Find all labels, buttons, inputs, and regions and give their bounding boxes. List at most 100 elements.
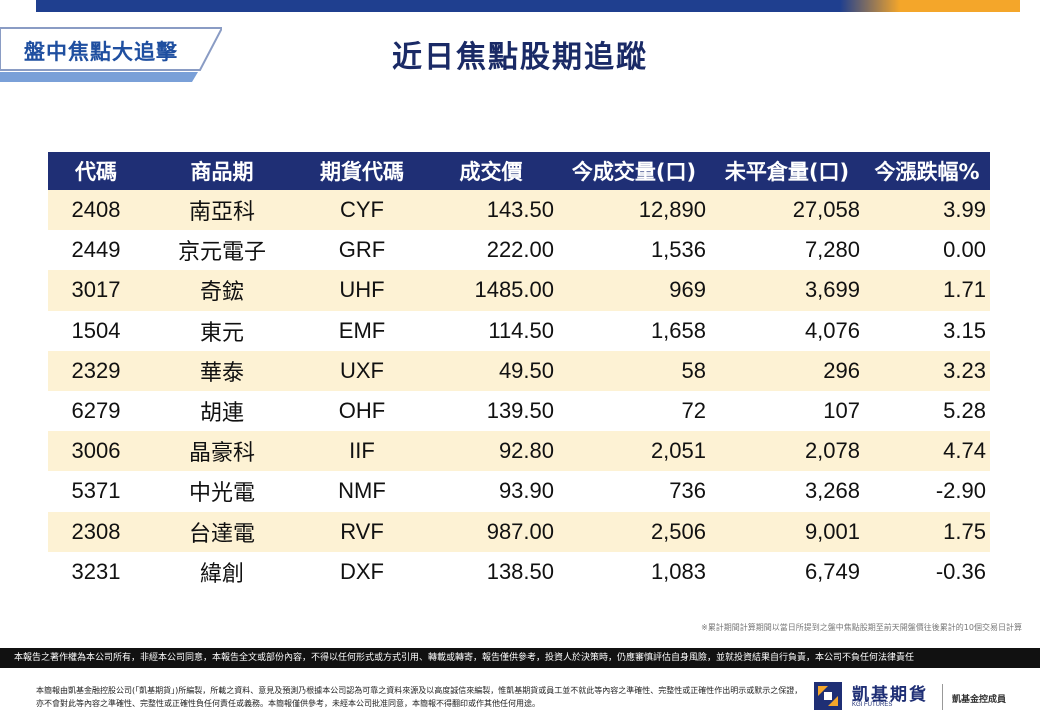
logo-subtitle: KGI FUTURES xyxy=(852,702,893,708)
table-cell: 736 xyxy=(558,471,710,512)
table-cell: DXF xyxy=(300,551,424,592)
table-cell: 4,076 xyxy=(710,310,864,351)
table-cell: 3017 xyxy=(48,270,144,311)
table-cell: 93.90 xyxy=(424,471,558,512)
table-cell: 3,268 xyxy=(710,471,864,512)
table-cell: 奇鋐 xyxy=(144,270,300,311)
table-cell: 296 xyxy=(710,350,864,391)
tag-banner-shape xyxy=(0,27,222,82)
table-cell: 143.50 xyxy=(424,190,558,231)
table-cell: 3231 xyxy=(48,551,144,592)
table-cell: 東元 xyxy=(144,310,300,351)
section-tag: 盤中焦點大追擊 xyxy=(0,26,222,82)
table-row: 3006 晶豪科 IIF 92.80 2,051 2,078 4.74 xyxy=(48,431,990,472)
table-cell: 1485.00 xyxy=(424,270,558,311)
section-tag-label: 盤中焦點大追擊 xyxy=(24,40,178,64)
table-cell: 114.50 xyxy=(424,310,558,351)
logo-divider xyxy=(942,684,943,710)
column-header: 今漲跌幅% xyxy=(864,152,990,190)
table-cell: 58 xyxy=(558,350,710,391)
page-title: 近日焦點股期追蹤 xyxy=(392,40,648,75)
table-cell: 3.15 xyxy=(864,310,990,351)
column-header: 代碼 xyxy=(48,152,144,190)
table-cell: 晶豪科 xyxy=(144,431,300,472)
column-header: 期貨代碼 xyxy=(300,152,424,190)
top-decor-gradient xyxy=(840,0,900,12)
table-cell: 2308 xyxy=(48,511,144,552)
table-cell: 92.80 xyxy=(424,431,558,472)
column-header: 今成交量(口) xyxy=(558,152,710,190)
top-decor-accent xyxy=(900,0,1020,12)
table-row: 3017 奇鋐 UHF 1485.00 969 3,699 1.71 xyxy=(48,270,990,311)
table-row: 2308 台達電 RVF 987.00 2,506 9,001 1.75 xyxy=(48,511,990,552)
table-cell: -2.90 xyxy=(864,471,990,512)
table-row: 2449 京元電子 GRF 222.00 1,536 7,280 0.00 xyxy=(48,230,990,271)
table-cell: 2329 xyxy=(48,350,144,391)
table-cell: 2,506 xyxy=(558,511,710,552)
table-cell: 南亞科 xyxy=(144,190,300,231)
table-row: 2329 華泰 UXF 49.50 58 296 3.23 xyxy=(48,350,990,391)
table-cell: 2449 xyxy=(48,230,144,271)
table-cell: 1.71 xyxy=(864,270,990,311)
table-cell: 1,536 xyxy=(558,230,710,271)
table-cell: 12,890 xyxy=(558,190,710,231)
table-cell: OHF xyxy=(300,390,424,432)
footnote: ※累計期間計算期間以當日所提到之盤中焦點股期至前天開盤價往後累計的10個交易日計… xyxy=(701,623,1022,632)
table-cell: 1,658 xyxy=(558,310,710,351)
logo-name: 凱基期貨 xyxy=(852,685,928,705)
table-header-row: 代碼 商品期 期貨代碼 成交價 今成交量(口) 未平倉量(口) 今漲跌幅% xyxy=(48,152,990,190)
column-header: 未平倉量(口) xyxy=(710,152,864,190)
table-cell: 3006 xyxy=(48,431,144,472)
table-cell: -0.36 xyxy=(864,551,990,592)
table-cell: 3,699 xyxy=(710,270,864,311)
table-cell: UHF xyxy=(300,270,424,311)
table-cell: 2,051 xyxy=(558,431,710,472)
table-cell: EMF xyxy=(300,310,424,351)
table-row: 1504 東元 EMF 114.50 1,658 4,076 3.15 xyxy=(48,310,990,351)
table-cell: 5.28 xyxy=(864,390,990,432)
table-cell: 京元電子 xyxy=(144,230,300,271)
table-cell: 1.75 xyxy=(864,511,990,552)
table-cell: 7,280 xyxy=(710,230,864,271)
table-cell: 987.00 xyxy=(424,511,558,552)
futures-table: 代碼 商品期 期貨代碼 成交價 今成交量(口) 未平倉量(口) 今漲跌幅% 24… xyxy=(48,152,990,592)
table-cell: 緯創 xyxy=(144,551,300,592)
table-cell: 969 xyxy=(558,270,710,311)
table-cell: 0.00 xyxy=(864,230,990,271)
table-row: 3231 緯創 DXF 138.50 1,083 6,749 -0.36 xyxy=(48,551,990,592)
table-cell: 27,058 xyxy=(710,190,864,231)
table-cell: 4.74 xyxy=(864,431,990,472)
table-cell: 台達電 xyxy=(144,511,300,552)
table-cell: 49.50 xyxy=(424,350,558,391)
kgi-logo-icon xyxy=(814,682,842,710)
table-cell: CYF xyxy=(300,190,424,231)
table-cell: 3.23 xyxy=(864,350,990,391)
table-cell: 3.99 xyxy=(864,190,990,231)
table-cell: 5371 xyxy=(48,471,144,512)
table-cell: IIF xyxy=(300,431,424,472)
table-cell: GRF xyxy=(300,230,424,271)
table-cell: 中光電 xyxy=(144,471,300,512)
table-cell: 6,749 xyxy=(710,551,864,592)
table-cell: UXF xyxy=(300,350,424,391)
table-cell: 222.00 xyxy=(424,230,558,271)
top-decor-bar xyxy=(36,0,1020,12)
kgi-logo: 凱基期貨 KGI FUTURES 凱基金控成員 xyxy=(814,680,1024,714)
table-cell: 1504 xyxy=(48,310,144,351)
table-row: 6279 胡連 OHF 139.50 72 107 5.28 xyxy=(48,390,990,432)
table-cell: 107 xyxy=(710,390,864,432)
table-cell: 華泰 xyxy=(144,350,300,391)
table-cell: 72 xyxy=(558,390,710,432)
table-cell: 138.50 xyxy=(424,551,558,592)
table-cell: 6279 xyxy=(48,390,144,432)
table-cell: 2408 xyxy=(48,190,144,231)
logo-group-label: 凱基金控成員 xyxy=(952,695,1007,705)
column-header: 成交價 xyxy=(424,152,558,190)
table-cell: NMF xyxy=(300,471,424,512)
disclaimer-bar: 本報告之著作權為本公司所有，非經本公司同意，本報告全文或部份內容，不得以任何形式… xyxy=(0,648,1040,668)
table-row: 2408 南亞科 CYF 143.50 12,890 27,058 3.99 xyxy=(48,190,990,231)
footer-disclaimer: 本簡報由凱基金融控股公司(「凱基期貨」)所編製，所載之資料、意見及預測乃根據本公… xyxy=(36,686,803,708)
table-cell: 2,078 xyxy=(710,431,864,472)
table-cell: 胡連 xyxy=(144,390,300,432)
table-cell: RVF xyxy=(300,511,424,552)
